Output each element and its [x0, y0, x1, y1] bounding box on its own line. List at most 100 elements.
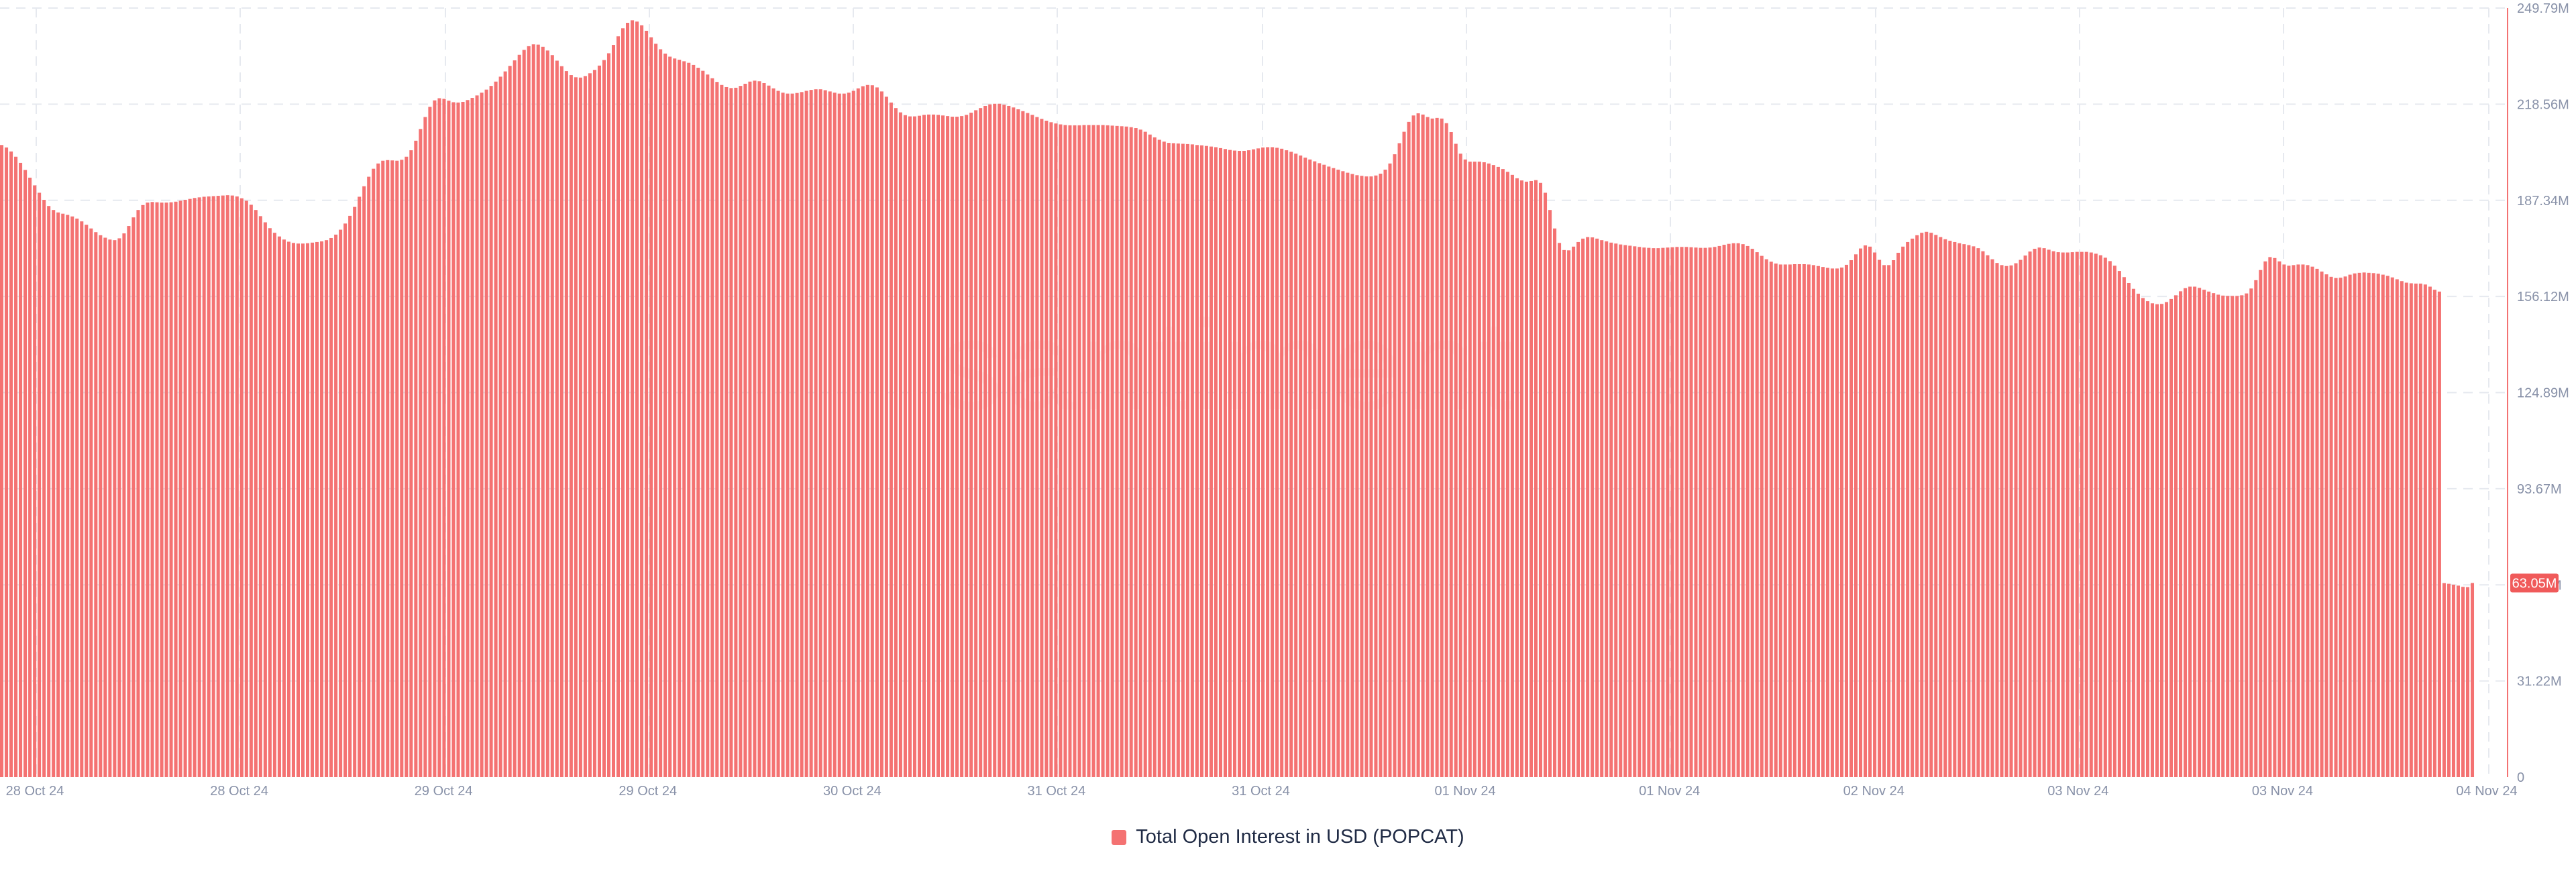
bar — [1327, 166, 1331, 777]
bar — [484, 89, 488, 777]
bar — [470, 98, 474, 778]
bar — [1661, 247, 1665, 777]
bar — [720, 84, 724, 777]
bar — [475, 95, 479, 778]
bar — [1082, 125, 1086, 777]
bar — [1124, 126, 1128, 778]
bar — [2037, 247, 2041, 777]
x-tick-label: 01 Nov 24 — [1639, 784, 1700, 799]
bar — [2367, 272, 2371, 778]
bar — [856, 88, 860, 777]
bar — [428, 107, 432, 778]
bar — [38, 192, 42, 778]
bar — [776, 91, 780, 778]
bar — [1736, 243, 1740, 777]
bar — [1195, 145, 1199, 778]
bar — [362, 186, 366, 777]
bar — [842, 93, 846, 778]
bar — [1929, 233, 1933, 777]
bar — [2301, 264, 2305, 778]
bar — [1656, 248, 1660, 777]
bar — [2409, 283, 2413, 778]
bar — [1138, 129, 1142, 777]
bar — [879, 91, 883, 777]
bar — [405, 156, 409, 778]
bar — [2385, 276, 2390, 777]
bar — [1299, 155, 1303, 777]
bar — [2414, 283, 2418, 777]
bar — [659, 49, 663, 778]
bar — [263, 222, 267, 777]
bar — [790, 93, 794, 778]
bar — [305, 243, 310, 777]
bar — [1341, 171, 1345, 777]
bar — [1953, 241, 1957, 777]
bar — [1666, 247, 1670, 777]
bar — [33, 185, 37, 777]
bar — [2014, 263, 2018, 777]
bar — [2141, 298, 2145, 777]
bar — [1925, 231, 1929, 777]
bar — [912, 116, 916, 778]
bar — [818, 89, 822, 778]
bar — [1012, 107, 1016, 777]
bar — [814, 89, 818, 778]
bar — [1529, 181, 1533, 777]
bar — [2306, 265, 2310, 777]
bar — [2334, 278, 2338, 777]
bar — [47, 206, 51, 778]
bar — [1807, 264, 1811, 778]
bar — [1981, 251, 1985, 778]
bar — [1346, 172, 1350, 777]
bar — [2198, 288, 2202, 778]
bar — [654, 44, 658, 778]
bar — [1576, 241, 1580, 777]
bar — [409, 150, 413, 778]
bar — [1990, 259, 1994, 777]
bar — [1355, 175, 1359, 777]
bar — [2033, 249, 2037, 777]
bar — [1769, 261, 1773, 777]
bar — [1411, 115, 1415, 777]
bar — [631, 20, 635, 778]
bar — [358, 196, 362, 777]
bar — [781, 93, 785, 778]
bar — [2221, 295, 2225, 778]
bar — [1699, 247, 1703, 777]
bar — [574, 77, 578, 777]
bar — [663, 53, 667, 777]
bar — [2296, 264, 2300, 778]
bar — [2056, 252, 2060, 778]
bar — [480, 93, 484, 778]
bar — [1294, 154, 1298, 777]
bar — [2362, 272, 2366, 777]
bar — [1176, 143, 1180, 777]
bar — [1068, 125, 1072, 777]
bar — [649, 37, 653, 778]
bar — [249, 205, 253, 777]
bar — [1134, 128, 1138, 778]
bar — [1652, 248, 1656, 777]
bar — [809, 90, 813, 778]
bar — [870, 85, 874, 778]
bar — [254, 210, 258, 777]
bar — [343, 223, 347, 777]
bar — [2150, 303, 2154, 777]
bar — [70, 216, 74, 777]
bar — [235, 196, 239, 778]
bar — [1044, 121, 1049, 777]
bar — [2212, 293, 2216, 777]
bar — [1426, 117, 1430, 777]
bar — [272, 233, 276, 777]
bar — [550, 55, 554, 778]
bar — [1364, 176, 1368, 777]
bar — [353, 207, 357, 778]
bar — [1458, 154, 1462, 777]
bar — [1007, 105, 1011, 778]
current-value-marker: 63.05M — [2510, 573, 2559, 593]
bar — [823, 90, 827, 777]
bar — [1986, 255, 1990, 777]
bar — [1859, 248, 1863, 778]
bar — [1920, 233, 1924, 777]
bar — [1421, 114, 1425, 777]
